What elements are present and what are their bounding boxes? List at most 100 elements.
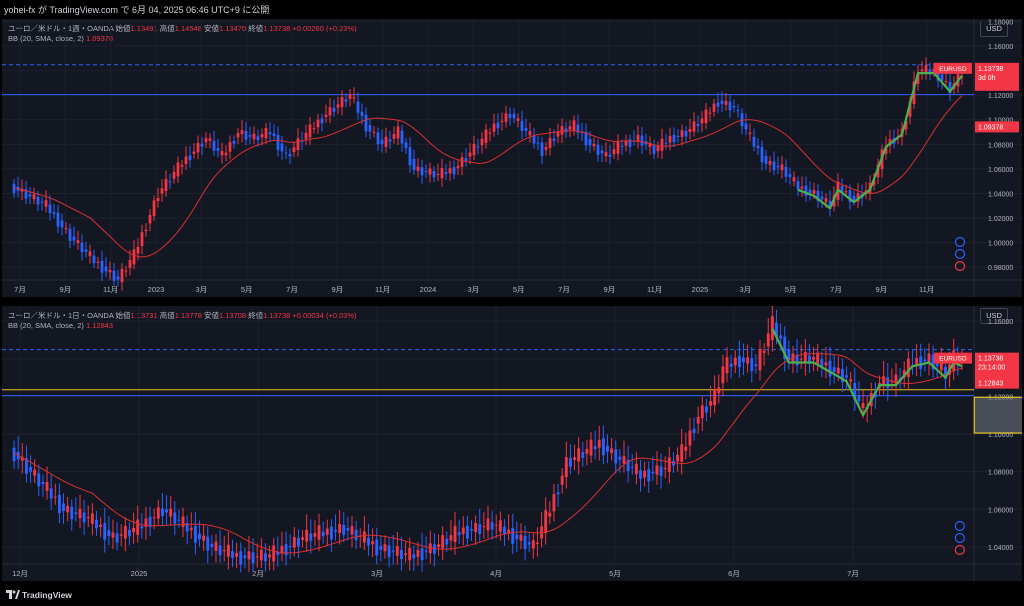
candle-body <box>808 189 812 194</box>
candle-body <box>33 469 37 476</box>
bb-tag-text: 1.09378 <box>978 124 1003 131</box>
candle-body <box>740 113 744 127</box>
candle-body <box>581 452 585 458</box>
candle-body <box>136 519 140 535</box>
y-tick-label: 1.06000 <box>988 167 1013 174</box>
candle-body <box>152 517 156 519</box>
candle-body <box>852 195 856 201</box>
candle-body <box>379 545 383 550</box>
candle-body <box>12 183 16 193</box>
candle-body <box>188 155 192 161</box>
y-tick-label: 1.02000 <box>988 216 1013 223</box>
x-tick-label: 4月 <box>490 569 502 578</box>
candle-body <box>156 507 160 519</box>
daily-chart-svg: 1.160001.140001.120001.100001.080001.060… <box>2 306 1022 581</box>
x-tick-label: 2025 <box>131 569 148 578</box>
candle-body <box>416 166 420 171</box>
candle-body <box>524 128 528 131</box>
candle-body <box>828 200 832 210</box>
bb-label: BB (20, SMA, close, 2) <box>8 34 84 43</box>
candle-body <box>200 143 204 147</box>
candle-body <box>420 167 424 176</box>
candle-body <box>612 149 616 155</box>
candle-body <box>100 260 104 273</box>
candle-body <box>412 554 416 559</box>
candle-body <box>128 259 132 268</box>
event-flag-icon <box>954 544 965 556</box>
candle-body <box>636 134 640 142</box>
candle-body <box>770 316 774 341</box>
candle-body <box>552 494 556 512</box>
candle-body <box>328 107 332 116</box>
daily-chart-pane[interactable]: ユーロ／米ドル・1日・OANDA 始値1.13731 高値1.13778 安値1… <box>2 306 1022 581</box>
candle-body <box>480 138 484 145</box>
candle-body <box>519 534 523 541</box>
candle-body <box>478 524 482 534</box>
candle-body <box>704 406 708 413</box>
candle-body <box>939 363 943 371</box>
candle-body <box>368 125 372 132</box>
candle-body <box>212 140 216 151</box>
bb-label: BB (20, SMA, close, 2) <box>8 321 84 330</box>
candle-body <box>272 545 276 562</box>
candle-body <box>787 349 791 361</box>
pane-divider[interactable] <box>0 297 1024 306</box>
candle-body <box>584 131 588 146</box>
tradingview-logo-icon <box>6 590 20 599</box>
candle-body <box>404 553 408 556</box>
candle-body <box>803 351 807 363</box>
event-globe-icon <box>954 532 965 544</box>
x-tick-label: 5月 <box>241 285 253 294</box>
x-tick-label: 2024 <box>420 285 437 294</box>
candle-body <box>902 370 906 378</box>
candle-body <box>206 536 210 551</box>
candle-body <box>103 523 107 540</box>
candle-body <box>924 65 928 74</box>
candle-body <box>316 119 320 128</box>
candle-body <box>309 533 313 541</box>
bb-basis-line <box>13 353 963 554</box>
candle-body <box>193 526 197 543</box>
candle-body <box>99 524 103 528</box>
candle-body <box>780 164 784 171</box>
candle-body <box>371 541 375 545</box>
candle-body <box>927 353 931 363</box>
x-tick-label: 3月 <box>195 285 207 294</box>
candle-body <box>441 535 445 549</box>
candle-body <box>95 519 98 529</box>
candle-body <box>313 533 317 537</box>
candle-body <box>36 196 40 205</box>
candle-body <box>748 132 752 134</box>
candle-body <box>520 120 524 131</box>
candle-body <box>712 103 716 112</box>
candle-body <box>544 146 548 150</box>
candle-body <box>45 482 49 491</box>
candle-body <box>628 139 632 147</box>
candle-body <box>560 126 564 135</box>
weekly-chart-pane[interactable]: ユーロ／米ドル・1週・OANDA 始値1.13491 高値1.14548 安値1… <box>2 19 1022 297</box>
candle-body <box>320 118 324 124</box>
candle-body <box>700 118 704 124</box>
candle-body <box>556 492 560 495</box>
candle-body <box>432 170 436 178</box>
candle-body <box>915 358 919 365</box>
candle-body <box>156 197 160 202</box>
candle-body <box>272 133 276 136</box>
candle-body <box>935 362 939 367</box>
candle-body <box>568 126 572 130</box>
candle-body <box>884 146 888 154</box>
currency-button[interactable]: USD <box>980 308 1008 324</box>
candle-body <box>428 168 432 175</box>
candle-body <box>624 140 628 146</box>
candle-body <box>342 524 346 535</box>
candle-body <box>214 541 218 552</box>
candle-body <box>744 123 748 130</box>
candle-body <box>220 151 224 156</box>
candle-body <box>169 508 173 517</box>
candle-body <box>816 352 820 364</box>
candle-body <box>72 236 76 241</box>
candle-body <box>872 179 876 186</box>
candle-body <box>70 506 74 520</box>
candle-body <box>906 358 910 377</box>
high-label: 高値 <box>159 311 175 320</box>
